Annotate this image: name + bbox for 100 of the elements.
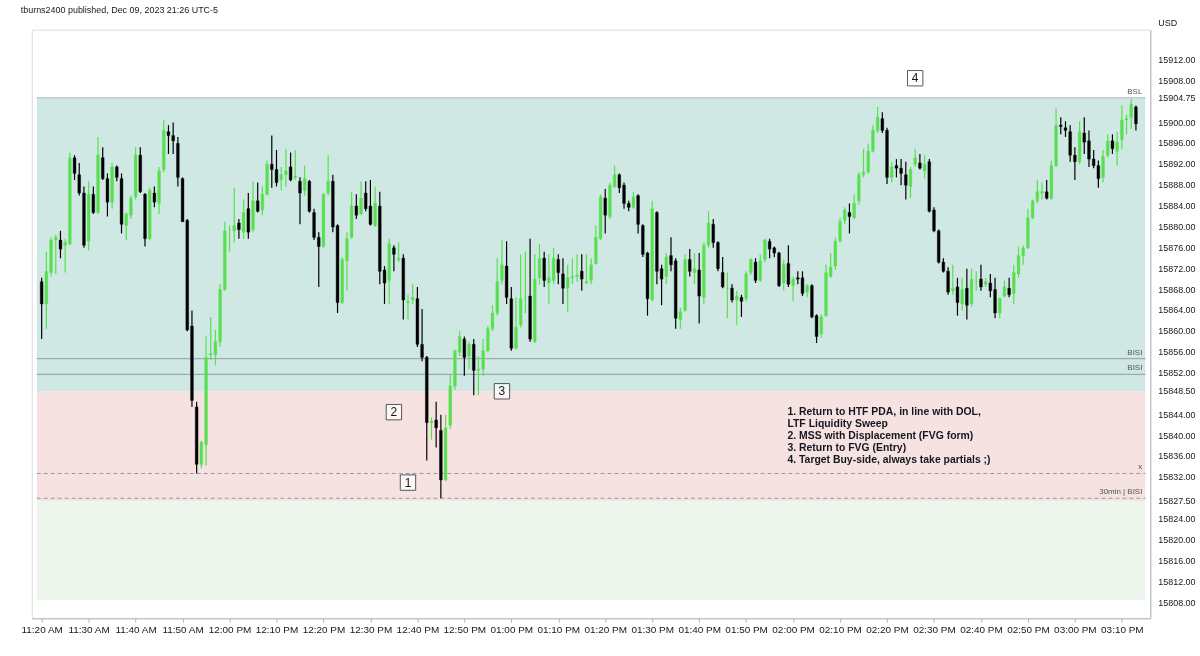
ref-line-label: BISI — [1127, 347, 1143, 357]
y-tick-label: 15892.00 — [1158, 159, 1196, 170]
y-tick-label: 15827.50 — [1158, 495, 1196, 506]
candlestick — [768, 238, 772, 259]
candlestick — [91, 185, 95, 215]
y-tick-label: 15840.00 — [1158, 430, 1196, 441]
x-tick-label: 11:30 AM — [68, 623, 110, 635]
annotation: 1 — [404, 475, 412, 490]
x-tick-label: 02:10 PM — [819, 623, 862, 635]
candlestick — [509, 286, 513, 352]
candlestick — [894, 158, 899, 178]
y-tick-label: 15868.00 — [1158, 284, 1196, 295]
candlestick — [1106, 133, 1110, 159]
candlestick — [166, 124, 171, 155]
candlestick — [523, 251, 527, 314]
candlestick — [462, 335, 466, 377]
candlestick — [256, 181, 260, 214]
y-tick-label: 15852.00 — [1158, 368, 1196, 379]
candlestick — [904, 161, 908, 201]
candlestick — [289, 151, 293, 182]
candlestick — [138, 146, 142, 194]
candlestick — [195, 401, 199, 475]
candlestick — [955, 277, 960, 317]
candlestick — [1096, 159, 1100, 189]
candlestick — [119, 172, 124, 235]
y-tick-label: 15900.00 — [1158, 117, 1196, 128]
candlestick — [274, 149, 279, 188]
annotation: 4 — [911, 71, 919, 86]
y-tick-label: 15848.50 — [1158, 386, 1196, 397]
candlestick — [664, 252, 668, 285]
candlestick — [998, 296, 1002, 319]
candlestick — [782, 258, 786, 292]
candlestick — [758, 253, 762, 283]
candlestick — [58, 230, 63, 259]
candlestick — [397, 241, 401, 263]
ref-line-label: BISI — [1127, 363, 1143, 373]
candlestick — [923, 154, 927, 180]
candlestick — [551, 247, 556, 285]
candlestick — [584, 253, 589, 285]
candlestick — [890, 161, 894, 184]
candlestick — [303, 165, 307, 197]
x-tick-label: 12:20 PM — [302, 623, 346, 635]
annotation: 2 — [390, 405, 398, 420]
candlestick — [739, 294, 744, 318]
x-tick-label: 02:50 PM — [1007, 623, 1050, 635]
candlestick — [650, 200, 654, 302]
y-tick-label: 15904.75 — [1158, 92, 1196, 103]
candlestick — [1077, 120, 1082, 165]
candlestick — [1110, 133, 1115, 155]
candlestick — [72, 154, 77, 181]
y-tick-label: 15808.00 — [1158, 597, 1196, 608]
ref-line-label: x — [1138, 462, 1143, 472]
chart-title: tburns2400 published, Dec 09, 2023 21:26 UTC-5 — [20, 4, 219, 15]
candlestick — [960, 277, 964, 312]
candlestick — [753, 257, 758, 284]
candlestick — [908, 166, 913, 199]
candlestick — [852, 193, 856, 220]
candlestick — [350, 191, 354, 240]
annotation: 1. Return to HTF PDA, in line with DOL, LTF Liquidity Sweep 2. MSS with Displacement (FVG form) 3. Return to FVG (Entry) 4. Target Buy-side, always take partials ;) — [787, 406, 991, 466]
candlestick — [819, 313, 823, 339]
candlestick — [800, 270, 805, 297]
x-tick-label: 12:40 PM — [396, 623, 440, 635]
candlestick — [232, 187, 236, 244]
candlestick — [533, 253, 537, 344]
candlestick — [697, 252, 701, 325]
candlestick — [847, 202, 852, 235]
y-tick-label: 15820.00 — [1158, 534, 1196, 545]
x-tick-label: 01:10 PM — [537, 623, 581, 635]
ref-line-label: 30min | BISI — [1099, 487, 1143, 497]
candlestick — [688, 248, 692, 278]
candlestick — [472, 338, 476, 396]
candlestick — [134, 146, 138, 201]
x-tick-label: 11:40 AM — [115, 623, 157, 635]
x-tick-label: 02:00 PM — [772, 623, 815, 635]
x-tick-label: 01:00 PM — [490, 623, 534, 635]
y-tick-label: 15876.00 — [1158, 242, 1196, 253]
candlestick — [307, 179, 311, 214]
candlestick — [556, 253, 560, 285]
candlestick — [735, 290, 739, 326]
candlestick — [443, 414, 448, 482]
candlestick — [246, 192, 250, 240]
y-tick-label: 15816.00 — [1158, 555, 1196, 566]
candlestick — [951, 264, 955, 296]
candlestick — [152, 185, 156, 208]
y-tick-label: 15896.00 — [1158, 138, 1196, 149]
x-tick-label: 01:50 PM — [725, 623, 768, 635]
candlestick — [411, 283, 415, 305]
candlestick — [148, 187, 152, 241]
candlestick — [913, 148, 917, 168]
y-tick-label: 15824.00 — [1158, 514, 1196, 525]
y-tick-label: 15812.00 — [1158, 576, 1196, 587]
x-tick-label: 12:30 PM — [349, 623, 393, 635]
y-axis-title: USD — [1158, 17, 1178, 28]
x-tick-label: 11:50 AM — [162, 623, 204, 635]
ref-line-label: BSL — [1127, 86, 1143, 96]
x-tick-label: 11:20 AM — [21, 623, 63, 635]
candlestick — [434, 401, 438, 448]
candlestick — [542, 251, 546, 288]
x-tick-label: 03:10 PM — [1101, 623, 1144, 635]
y-tick-label: 15864.00 — [1158, 305, 1196, 316]
